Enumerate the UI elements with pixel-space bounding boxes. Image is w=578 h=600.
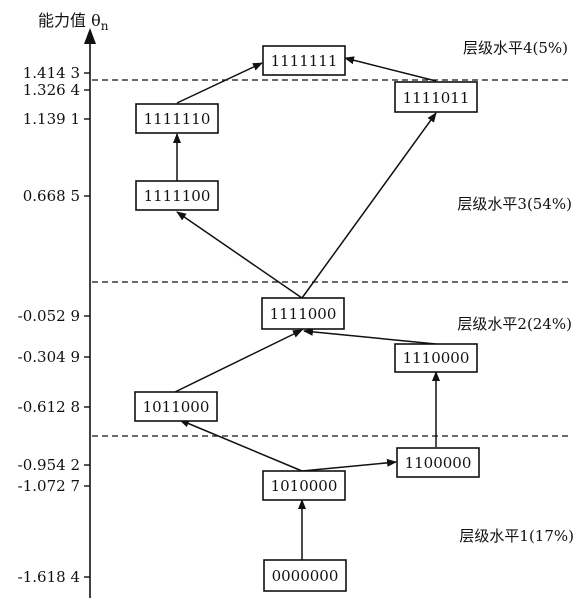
node-box xyxy=(394,343,478,373)
node-1111100: 1111100 xyxy=(135,180,219,211)
node-1110000: 1110000 xyxy=(394,343,478,373)
edge-1111110-1111111 xyxy=(176,62,263,104)
node-box xyxy=(134,391,218,422)
edge-1111011-1111111 xyxy=(344,56,437,82)
node-box xyxy=(262,470,346,501)
edge-1111000-1111100 xyxy=(176,211,303,299)
nodes: 1111111 1111110 1111011 1111100 1111000 … xyxy=(134,45,480,592)
node-label: 1111000 xyxy=(270,305,337,323)
node-label: 1111100 xyxy=(144,187,211,205)
level-label-3: 层级水平3(54%) xyxy=(457,195,572,213)
level-label-4: 层级水平4(5%) xyxy=(463,39,568,57)
tick-label: 1.326 4 xyxy=(23,81,80,99)
axis-title: 能力值 θn xyxy=(38,11,109,33)
node-box xyxy=(261,297,345,330)
edge-1011000-1111000 xyxy=(174,329,303,393)
node-1111111: 1111111 xyxy=(262,45,346,76)
level-label-2: 层级水平2(24%) xyxy=(457,315,572,333)
node-label: 1111011 xyxy=(403,89,470,107)
node-box xyxy=(262,45,346,76)
node-1111110: 1111110 xyxy=(135,103,219,134)
node-label: 1111111 xyxy=(271,52,338,70)
tick-label: 0.668 5 xyxy=(23,187,80,205)
node-box xyxy=(135,180,219,211)
node-1111000: 1111000 xyxy=(261,297,345,330)
edge-1010000-1100000 xyxy=(301,458,397,472)
node-1011000: 1011000 xyxy=(134,391,218,422)
node-1010000: 1010000 xyxy=(262,470,346,501)
node-label: 1100000 xyxy=(405,454,472,472)
tick-label: -1.072 7 xyxy=(18,477,80,495)
node-label: 1110000 xyxy=(403,349,470,367)
node-0000000: 0000000 xyxy=(263,559,347,592)
level-label-1: 层级水平1(17%) xyxy=(459,527,574,545)
node-box xyxy=(394,81,478,113)
tick-label: -1.618 4 xyxy=(18,568,80,586)
tick-label: 1.414 3 xyxy=(23,64,80,82)
edge-1010000-1011000 xyxy=(179,419,303,472)
node-1111011: 1111011 xyxy=(394,81,478,113)
node-box xyxy=(263,559,347,592)
node-box xyxy=(135,103,219,134)
tick-label: -0.612 8 xyxy=(18,398,80,416)
edge-1110000-1111000 xyxy=(303,327,437,345)
node-label: 1010000 xyxy=(271,477,338,495)
node-label: 1111110 xyxy=(144,110,211,128)
tick-label: 1.139 1 xyxy=(23,110,80,128)
tick-label: -0.052 9 xyxy=(18,307,80,325)
ability-axis: 能力值 θn 1.414 3 1.326 4 1.139 1 0.668 5 -… xyxy=(18,11,109,598)
edge-1111000-1111011 xyxy=(301,112,437,299)
node-1100000: 1100000 xyxy=(396,447,480,478)
node-label: 0000000 xyxy=(272,567,339,585)
node-box xyxy=(396,447,480,478)
edges xyxy=(173,56,440,560)
axis-title-text: 能力值 θ xyxy=(38,11,101,30)
tick-label: -0.304 9 xyxy=(18,348,80,366)
axis-arrowhead xyxy=(84,28,96,44)
node-label: 1011000 xyxy=(143,398,210,416)
tick-label: -0.954 2 xyxy=(18,456,80,474)
level-labels: 层级水平4(5%) 层级水平3(54%) 层级水平2(24%) 层级水平1(17… xyxy=(457,39,574,545)
axis-title-subscript: n xyxy=(101,19,109,33)
